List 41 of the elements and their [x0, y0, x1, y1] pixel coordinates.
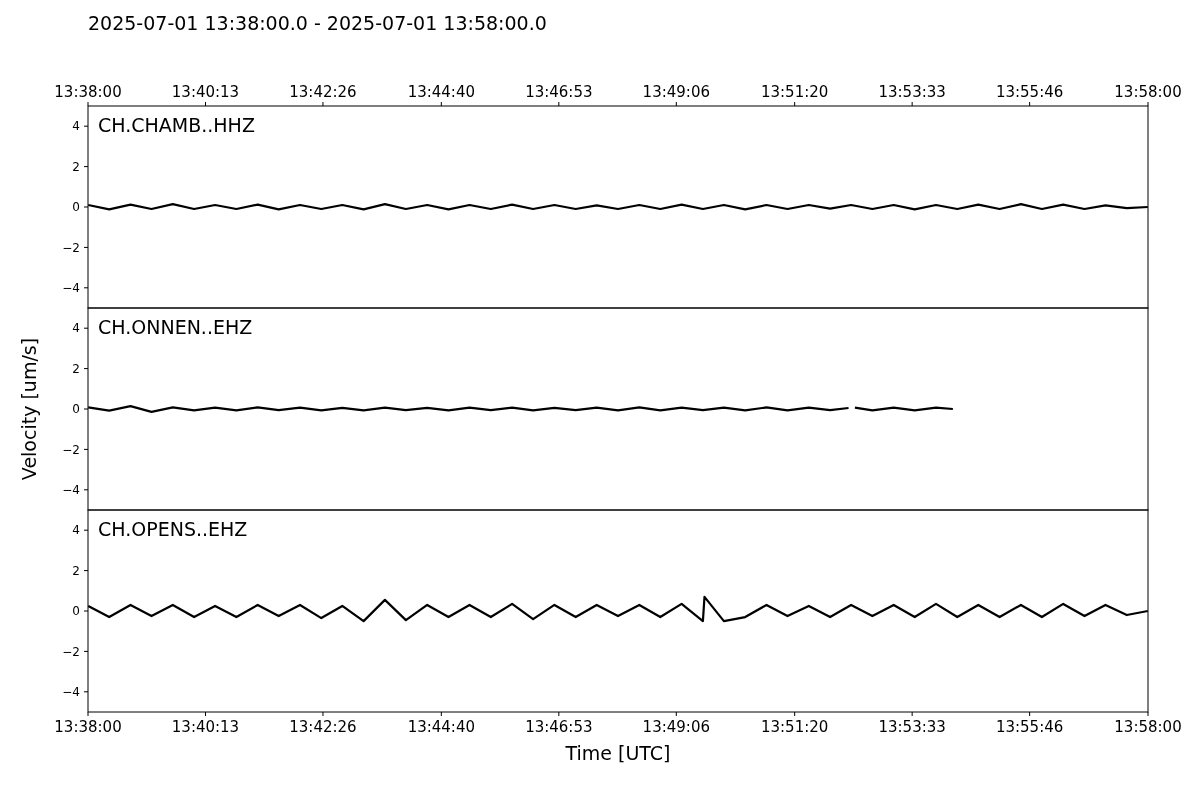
y-tick-label: −4 [62, 483, 80, 497]
y-tick-label: 0 [72, 402, 80, 417]
x2-tick-label: 13:55:46 [995, 83, 1064, 101]
x2-tick-label: 13:42:26 [289, 83, 357, 101]
y-tick-label: −2 [62, 240, 80, 255]
x2-tick-label: 13:40:13 [171, 83, 240, 101]
y-tick-label: −2 [62, 644, 80, 659]
x2-tick-label: 13:49:06 [642, 83, 710, 101]
x-tick-label: 13:38:00 [54, 718, 122, 736]
x2-tick-label: 13:44:40 [407, 83, 476, 101]
text: CH.OPENS..EHZ [98, 518, 248, 540]
x2-tick-label: 13:58:00 [1114, 83, 1182, 101]
y-tick-label: 4 [72, 523, 80, 538]
y-tick-label: 0 [72, 200, 80, 215]
y-tick-label: 4 [72, 321, 80, 336]
y-tick-label: −4 [62, 281, 80, 295]
x-axis-title: Time [UTC] [564, 742, 671, 764]
y-tick-label: −4 [62, 685, 80, 699]
text: CH.CHAMB..HHZ [98, 114, 255, 136]
x-tick-label: 13:58:00 [1114, 718, 1182, 736]
x2-tick-label: 13:51:20 [760, 83, 829, 101]
y-tick-label: 0 [72, 604, 80, 619]
x-tick-label: 13:42:26 [289, 718, 357, 736]
x-tick-label: 13:44:40 [407, 718, 476, 736]
y-tick-label: −2 [62, 442, 80, 457]
chart-title: 2025-07-01 13:38:00.0 - 2025-07-01 13:58:00.0 [88, 12, 547, 34]
x-tick-label: 13:53:33 [878, 718, 946, 736]
x-tick-label: 13:40:13 [171, 718, 240, 736]
x-tick-label: 13:49:06 [642, 718, 710, 736]
x-tick-label: 13:46:53 [525, 718, 593, 736]
y-axis-title: Velocity [um/s] [18, 337, 40, 481]
x2-tick-label: 13:46:53 [525, 83, 593, 101]
x-tick-label: 13:51:20 [760, 718, 829, 736]
x2-tick-label: 13:38:00 [54, 83, 122, 101]
text: CH.ONNEN..EHZ [98, 316, 253, 338]
x-tick-label: 13:55:46 [995, 718, 1064, 736]
y-tick-label: 2 [72, 159, 80, 174]
y-tick-label: 2 [72, 361, 80, 376]
y-tick-label: 2 [72, 563, 80, 578]
x2-tick-label: 13:53:33 [878, 83, 946, 101]
y-tick-label: 4 [72, 119, 80, 134]
